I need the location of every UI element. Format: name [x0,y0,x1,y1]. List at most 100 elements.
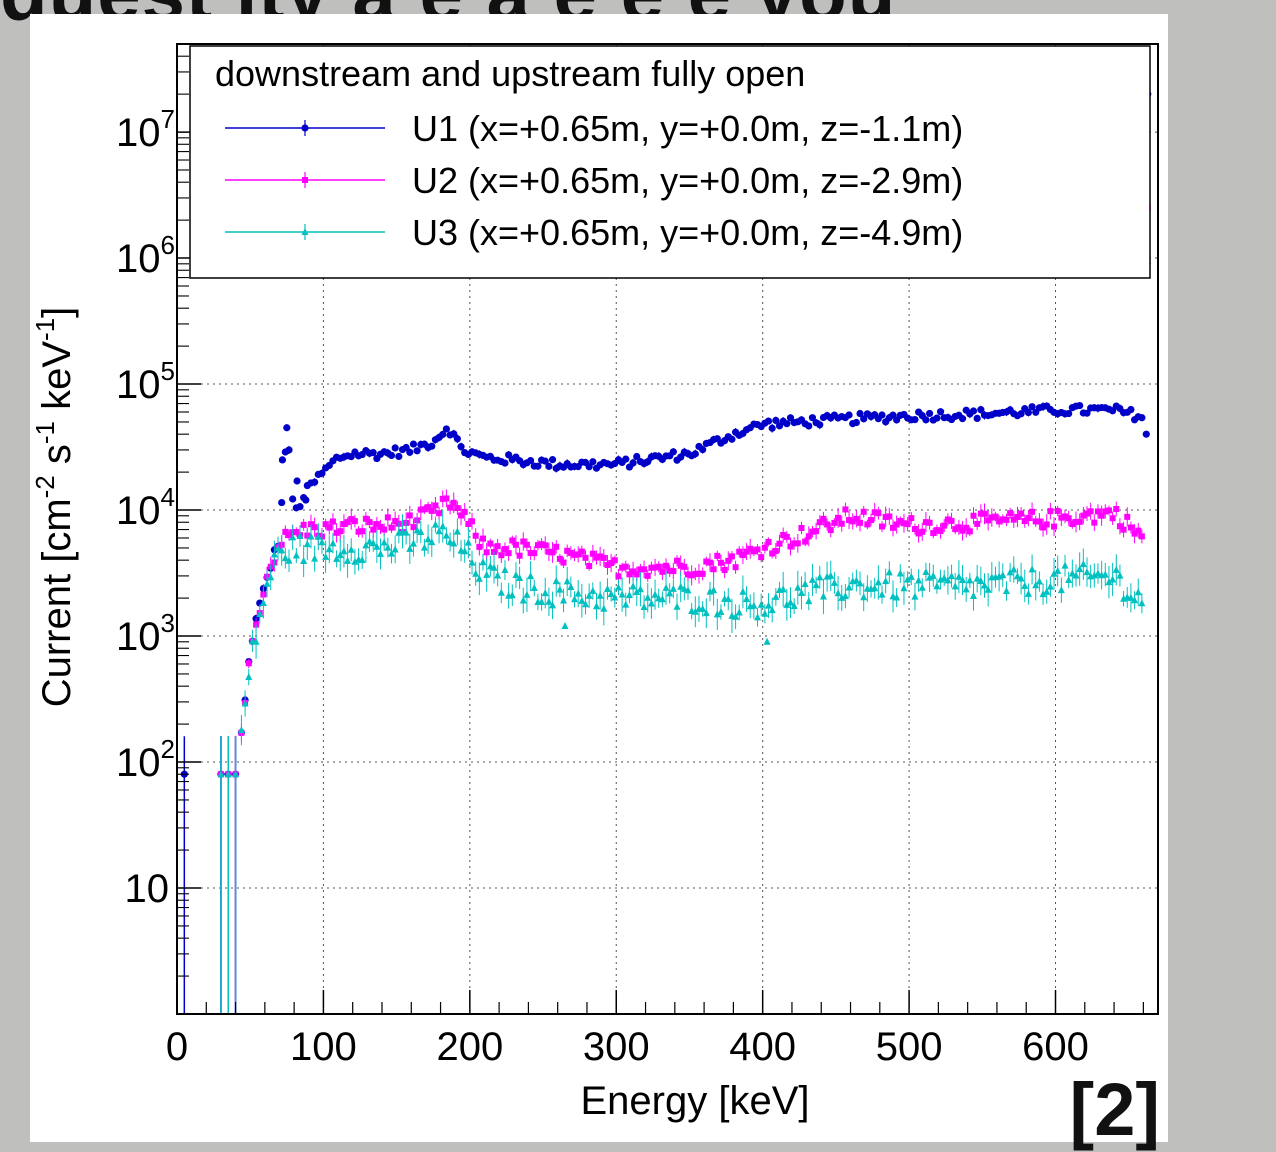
data-point-1 [391,444,399,452]
data-point-3 [450,539,458,547]
data-point-1 [816,421,824,429]
data-point-3 [252,637,260,645]
y-tick-label: 103 [116,608,175,659]
data-point-3 [571,595,579,603]
data-point-2 [619,564,626,571]
data-point-2 [447,504,454,511]
data-point-1 [860,415,868,423]
data-point-3 [596,591,604,599]
data-point-2 [307,521,314,528]
data-point-3 [1076,565,1084,573]
data-point-3 [523,590,531,598]
data-point-2 [915,530,922,537]
data-point-3 [911,592,919,600]
data-point-1 [278,456,287,464]
data-point-3 [666,589,674,597]
data-point-3 [999,571,1007,579]
data-point-2 [370,526,377,533]
data-point-2 [805,533,812,540]
data-point-2 [571,551,578,558]
x-axis-title: Energy [keV] [580,1079,809,1123]
data-point-3 [442,531,450,539]
data-point-3 [772,592,780,600]
data-point-2 [388,524,395,531]
data-point-3 [464,538,472,546]
data-point-3 [739,587,747,595]
data-point-2 [553,543,560,550]
data-point-2 [644,572,651,579]
data-point-3 [541,589,549,597]
data-point-2 [1040,524,1047,531]
data-point-2 [608,560,615,567]
data-point-3 [307,532,315,540]
data-point-1 [1028,403,1036,411]
data-point-1 [691,450,699,458]
data-point-2 [959,527,966,534]
data-point-1 [409,440,418,448]
chart-svg: 0 100 200 300 400 500 60010102103104105106107 … [30,43,1159,1123]
data-point-1 [852,418,860,427]
data-point-3 [790,602,798,610]
data-point-3 [446,538,454,546]
data-point-1 [450,430,458,438]
data-point-2 [710,566,717,573]
data-point-1 [589,458,597,466]
data-point-2 [1120,526,1127,533]
data-point-3 [582,600,590,608]
data-point-3 [483,570,491,578]
data-point-2 [626,571,633,578]
data-point-1 [856,409,864,418]
data-point-2 [1087,508,1094,515]
data-point-3 [922,568,930,576]
data-point-1 [534,462,542,470]
data-point-2 [831,519,838,526]
data-point-3 [561,622,569,630]
data-point-1 [278,498,286,507]
data-point-2 [436,510,443,517]
data-point-2 [362,515,369,522]
data-point-3 [479,558,487,566]
data-point-3 [435,527,443,535]
data-point-1 [302,496,310,504]
data-point-3 [980,581,988,589]
data-point-2 [875,510,882,517]
data-point-3 [607,590,615,598]
data-point-2 [783,533,790,540]
data-point-3 [797,588,805,596]
data-point-2 [509,537,516,544]
data-point-3 [1083,568,1091,576]
x-tick-label: 600 [1022,1025,1089,1069]
data-point-3 [808,575,816,583]
data-point-2 [582,554,589,561]
data-point-3 [684,586,692,594]
data-point-2 [703,558,710,565]
data-point-3 [1061,561,1069,569]
data-point-2 [1043,521,1050,528]
data-point-2 [999,516,1006,523]
data-point-2 [952,526,959,533]
data-point-1 [293,477,301,485]
data-point-1 [585,463,593,471]
data-point-2 [527,549,534,556]
data-point-3 [1094,569,1102,577]
data-point-3 [669,584,677,592]
data-point-2 [542,542,549,549]
data-point-2 [333,529,340,536]
legend-label: U3 (x=+0.65m, y=+0.0m, z=-4.9m) [412,212,963,253]
data-point-2 [674,557,681,564]
data-point-3 [384,543,392,551]
data-point-1 [629,459,637,467]
data-point-2 [567,549,574,556]
data-point-3 [1079,560,1087,568]
data-point-3 [472,569,480,577]
reference-label: [2] [1069,1068,1160,1151]
data-point-1 [845,411,853,419]
data-point-2 [692,570,699,577]
data-point-1 [453,435,461,443]
data-point-3 [1090,571,1098,579]
data-point-2 [1094,508,1101,515]
data-point-3 [1068,569,1076,577]
data-point-2 [1109,515,1116,522]
data-point-3 [217,770,225,778]
data-point-2 [622,563,629,570]
